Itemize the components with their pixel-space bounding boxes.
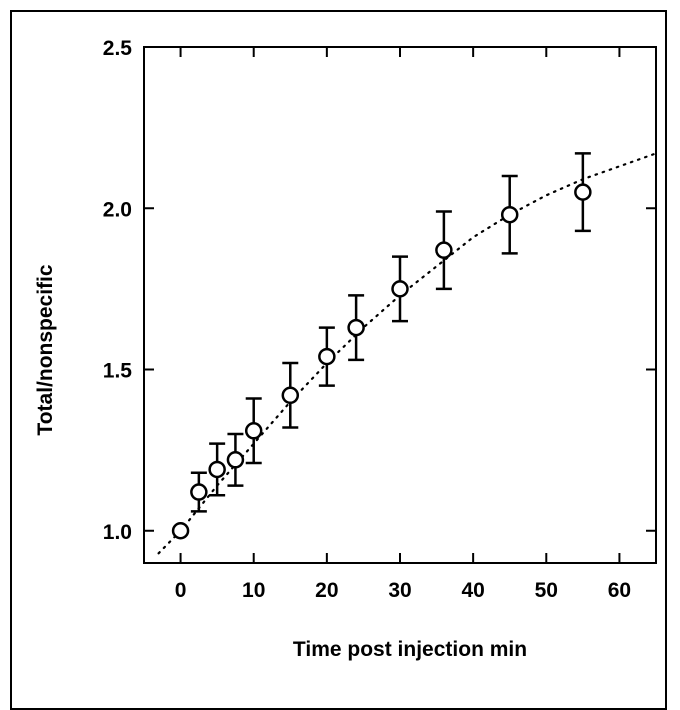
x-tick-label: 50 bbox=[535, 579, 558, 602]
fit-line bbox=[157, 152, 658, 555]
x-axis-title: Time post injection min bbox=[293, 638, 527, 661]
data-point bbox=[391, 280, 409, 298]
x-tick-label: 60 bbox=[608, 579, 631, 602]
y-ticks: 1.0 1.5 2.0 2.5 bbox=[103, 37, 656, 544]
x-tick-label: 0 bbox=[175, 579, 187, 602]
data-point bbox=[226, 451, 245, 469]
x-tick-label: 30 bbox=[388, 579, 411, 602]
data-point bbox=[281, 386, 300, 405]
data-point bbox=[435, 241, 453, 259]
data-point bbox=[318, 347, 336, 366]
x-tick-label: 10 bbox=[242, 579, 265, 602]
y-tick-label: 1.5 bbox=[103, 360, 133, 383]
data-point bbox=[244, 422, 263, 440]
data-point bbox=[347, 318, 365, 337]
error-bars bbox=[190, 152, 591, 513]
x-tick-label: 20 bbox=[315, 579, 338, 602]
x-ticks: 0 10 20 30 40 50 60 bbox=[175, 47, 631, 602]
data-point bbox=[574, 183, 592, 201]
data-point bbox=[208, 460, 226, 479]
y-tick-label: 1.0 bbox=[103, 521, 132, 544]
y-tick-label: 2.0 bbox=[103, 198, 132, 221]
chart: 0 10 20 30 40 50 60 1.0 1.5 2.0 2.5 Time post inj… bbox=[34, 37, 658, 661]
y-tick-label: 2.5 bbox=[103, 37, 133, 60]
data-point bbox=[500, 205, 519, 224]
data-point bbox=[190, 483, 208, 501]
x-tick-label: 40 bbox=[461, 579, 484, 602]
y-axis-title: Total/nonspecific bbox=[34, 264, 57, 435]
data-points bbox=[171, 183, 592, 540]
data-point bbox=[171, 522, 190, 540]
